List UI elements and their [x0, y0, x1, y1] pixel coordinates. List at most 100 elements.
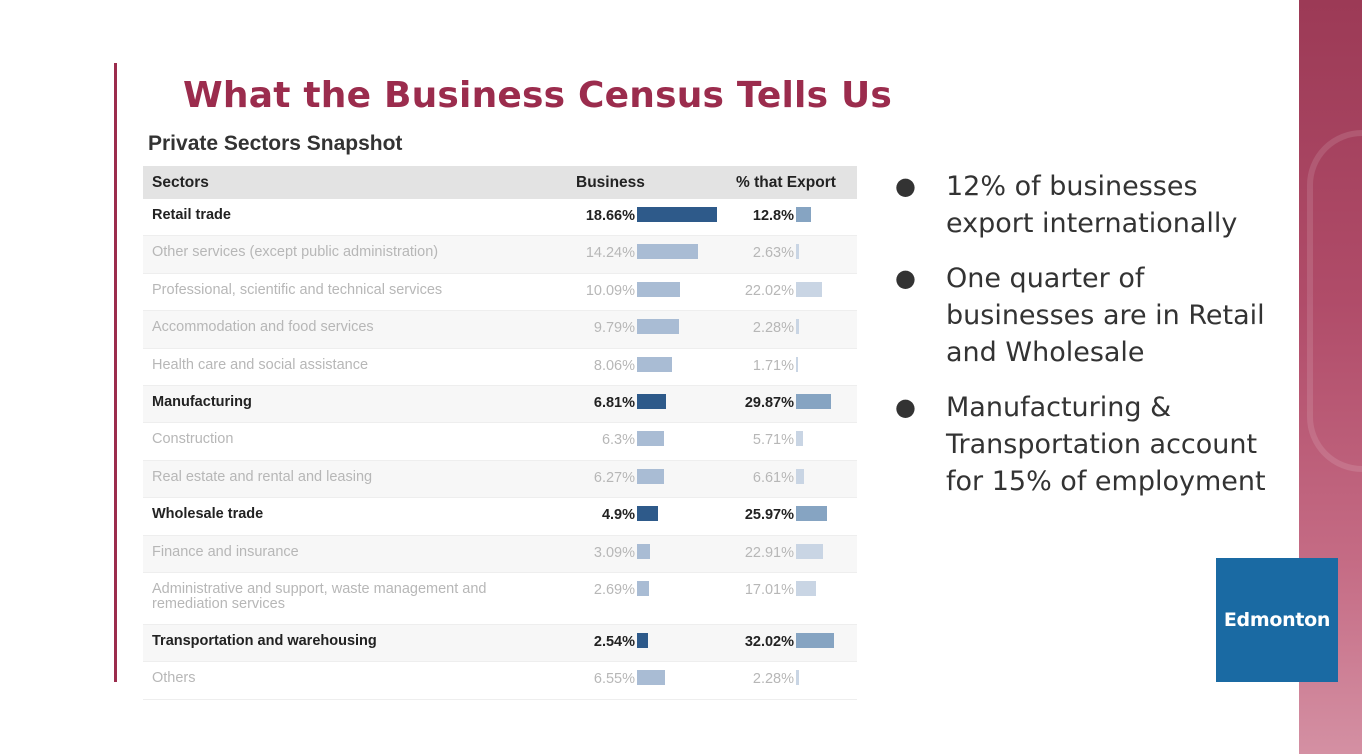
table-row: Real estate and rental and leasing 6.27% 6…	[143, 460, 857, 499]
key-point: ● 12% of businesses export internationall…	[893, 168, 1283, 242]
business-bar	[637, 431, 664, 447]
export-share: 32.02%	[744, 633, 794, 650]
key-point-text: 12% of businesses export internationally	[946, 171, 1238, 239]
sector-name: Administrative and support, waste manage…	[152, 580, 487, 612]
export-bar	[796, 431, 803, 447]
export-share: 17.01%	[744, 581, 794, 598]
export-share: 22.91%	[744, 544, 794, 561]
export-bar	[796, 580, 817, 596]
export-bar	[796, 356, 799, 372]
table-row: Other services (except public administra…	[143, 236, 857, 274]
table-row: Professional, scientific and technical s…	[143, 274, 857, 312]
sector-name: Real estate and rental and leasing	[152, 468, 373, 485]
business-share: 3.09%	[593, 544, 635, 561]
business-bar	[637, 244, 699, 260]
business-share: 8.06%	[593, 357, 635, 374]
export-bar	[796, 543, 824, 559]
sector-name: Retail trade	[152, 207, 231, 223]
table-row: Finance and insurance 3.09% 22.91%	[143, 535, 857, 573]
table-header: Sectors Business % that Export	[143, 166, 857, 199]
sector-name: Accommodation and food services	[152, 319, 374, 336]
export-share: 22.02%	[744, 282, 794, 299]
export-bar	[796, 281, 823, 297]
export-share: 29.87%	[744, 394, 794, 411]
business-bar	[637, 207, 717, 222]
business-bar	[637, 580, 649, 596]
table-row: Wholesale trade 4.9% 25.97%	[143, 498, 857, 536]
export-share: 2.28%	[752, 671, 794, 688]
slide-title: What the Business Census Tells Us	[183, 75, 893, 116]
business-bar	[637, 356, 672, 372]
bullet-dot-icon: ●	[895, 393, 916, 421]
sector-name: Finance and insurance	[152, 543, 299, 560]
header-business: Business	[576, 174, 645, 191]
edmonton-logo: Edmonton	[1216, 558, 1338, 682]
business-share: 6.55%	[593, 671, 635, 688]
sector-name: Professional, scientific and technical s…	[152, 281, 443, 298]
sectors-table: Sectors Business % that Export Retail tr…	[143, 166, 857, 700]
key-point: ● One quarter of businesses are in Retail…	[893, 260, 1283, 371]
table-row: Retail trade 18.66% 12.8%	[143, 199, 857, 237]
sector-name: Transportation and warehousing	[152, 632, 377, 649]
export-bar	[796, 632, 834, 648]
export-bar	[796, 207, 812, 222]
export-share: 2.28%	[752, 320, 794, 337]
export-bar	[796, 468, 804, 484]
business-share: 14.24%	[585, 245, 635, 262]
sector-name: Other services (except public administra…	[152, 244, 439, 261]
bullet-dot-icon: ●	[895, 264, 916, 292]
table-row: Health care and social assistance 8.06% 1.…	[143, 349, 857, 386]
header-sectors: Sectors	[152, 174, 209, 191]
business-share: 6.3%	[601, 432, 635, 449]
export-share: 2.63%	[752, 245, 794, 262]
bullet-dot-icon: ●	[895, 172, 916, 200]
export-bar	[796, 319, 799, 335]
business-bar	[637, 393, 667, 409]
sector-name: Health care and social assistance	[152, 356, 369, 373]
key-point: ● Manufacturing & Transportation account …	[893, 389, 1283, 500]
table-row: Construction 6.3% 5.71%	[143, 423, 857, 461]
business-share: 4.9%	[601, 507, 635, 524]
business-share: 18.66%	[585, 208, 635, 224]
sector-name: Others	[152, 670, 196, 687]
export-bar	[796, 670, 799, 686]
business-share: 9.79%	[593, 320, 635, 337]
business-bar	[637, 543, 651, 559]
export-share: 1.71%	[752, 357, 794, 374]
header-export: % that Export	[736, 174, 836, 191]
export-bar	[796, 506, 827, 522]
business-share: 6.81%	[593, 394, 635, 411]
export-share: 25.97%	[744, 507, 794, 524]
table-subtitle: Private Sectors Snapshot	[148, 132, 403, 155]
decorative-swirl	[1307, 130, 1362, 472]
business-share: 10.09%	[585, 282, 635, 299]
key-points-list: ● 12% of businesses export internationall…	[893, 168, 1283, 518]
export-bar	[796, 393, 832, 409]
business-bar	[637, 506, 658, 522]
business-bar	[637, 281, 681, 297]
export-share: 6.61%	[752, 469, 794, 486]
business-share: 2.54%	[593, 633, 635, 650]
business-share: 2.69%	[593, 581, 635, 598]
table-body: Retail trade 18.66% 12.8% Other services (e…	[143, 199, 857, 700]
business-share: 6.27%	[593, 469, 635, 486]
key-point-text: Manufacturing & Transportation account f…	[946, 392, 1266, 497]
table-row: Others 6.55% 2.28%	[143, 662, 857, 700]
export-share: 12.8%	[752, 208, 794, 224]
table-row: Manufacturing 6.81% 29.87%	[143, 385, 857, 424]
table-row: Transportation and warehousing 2.54% 32.02…	[143, 624, 857, 663]
business-bar	[637, 670, 666, 686]
key-point-text: One quarter of businesses are in Retail …	[946, 263, 1265, 368]
export-share: 5.71%	[752, 432, 794, 449]
export-bar	[796, 244, 800, 260]
business-bar	[637, 632, 648, 648]
business-bar	[637, 468, 664, 484]
logo-text: Edmonton	[1223, 609, 1331, 631]
table-row: Administrative and support, waste manage…	[143, 573, 857, 625]
slide-left-rule	[114, 63, 117, 682]
sector-name: Manufacturing	[152, 393, 252, 410]
table-row: Accommodation and food services 9.79% 2.28…	[143, 311, 857, 349]
sector-name: Construction	[152, 431, 234, 448]
sector-name: Wholesale trade	[152, 506, 264, 523]
business-bar	[637, 319, 679, 335]
